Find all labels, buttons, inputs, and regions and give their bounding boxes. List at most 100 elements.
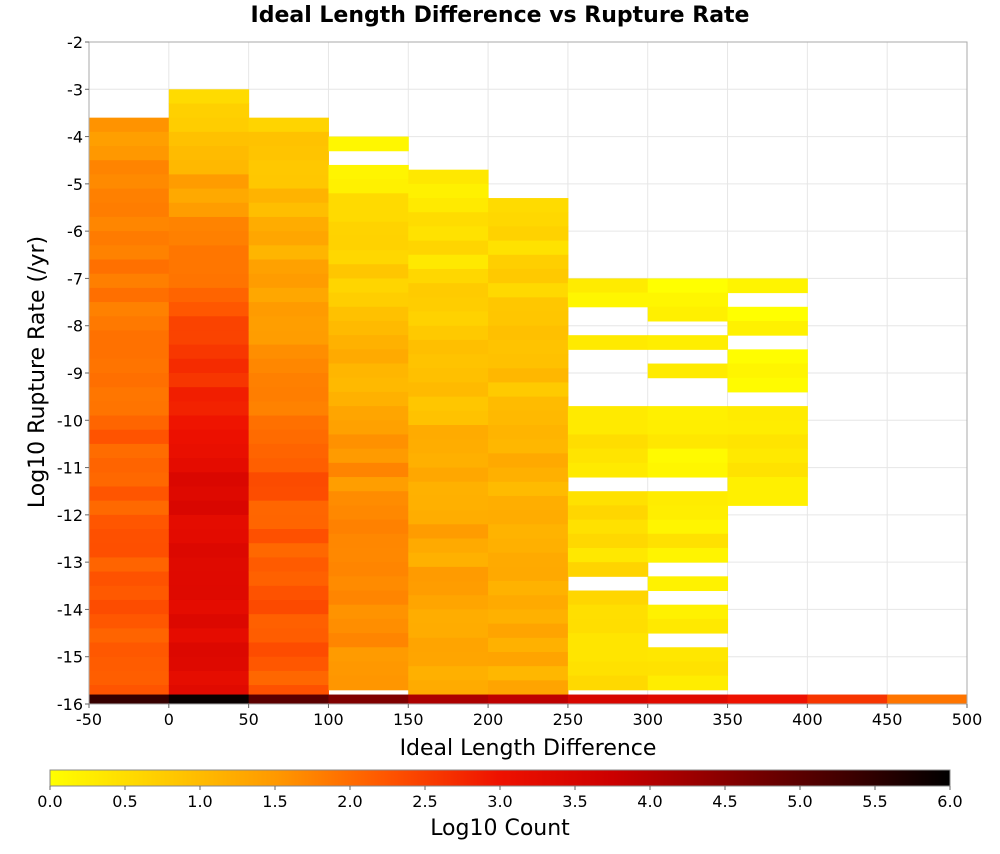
heatmap-cell <box>408 254 489 270</box>
x-tick-label: 0 <box>164 710 174 729</box>
heatmap-cell <box>647 462 729 478</box>
heatmap-cell <box>408 368 489 383</box>
heatmap-cell <box>328 306 409 322</box>
heatmap-cell <box>488 609 569 625</box>
heatmap-cell <box>488 566 569 582</box>
heatmap-cell <box>408 524 489 539</box>
heatmap-cell <box>248 642 329 658</box>
heatmap-cell <box>488 637 569 653</box>
heatmap-cell <box>89 174 170 190</box>
heatmap-cell <box>89 571 170 587</box>
heatmap-cell <box>328 604 409 620</box>
heatmap-cell <box>248 614 329 629</box>
heatmap-cell <box>328 448 409 464</box>
heatmap-cell <box>328 179 409 194</box>
x-axis-label: Ideal Length Difference <box>400 736 657 761</box>
heatmap-cell <box>168 89 250 104</box>
heatmap-cell <box>488 297 569 313</box>
heatmap-cell <box>89 188 170 204</box>
heatmap-cell <box>248 543 329 558</box>
heatmap-cell <box>89 614 170 629</box>
heatmap-cell <box>647 406 729 421</box>
heatmap-cell <box>567 491 649 506</box>
heatmap-cell <box>408 510 489 525</box>
y-tick-label: -11 <box>57 459 83 478</box>
heatmap-cell <box>328 377 409 393</box>
heatmap-cell <box>248 585 329 601</box>
heatmap-cell <box>168 316 250 331</box>
x-axis-ticks: -50 0 50 100 150 200 250 300 350 400 450 500 <box>76 704 982 729</box>
heatmap-cell <box>89 259 170 275</box>
heatmap-cell <box>567 448 649 464</box>
heatmap-cell <box>647 694 729 704</box>
heatmap-cell <box>168 529 250 544</box>
heatmap-cell <box>328 221 409 237</box>
y-tick-label: -15 <box>57 648 83 667</box>
heatmap-cell <box>408 552 489 568</box>
heatmap-cell <box>488 439 569 454</box>
heatmap-cell <box>328 235 409 251</box>
y-tick-label: -6 <box>67 222 83 241</box>
heatmap-cell <box>727 306 808 322</box>
y-tick-label: -7 <box>67 269 83 288</box>
heatmap-cell <box>89 202 170 218</box>
heatmap-cell <box>89 458 170 473</box>
heatmap-cell <box>328 250 409 265</box>
heatmap-cell <box>89 245 170 261</box>
heatmap-cell <box>168 642 250 658</box>
heatmap-cell <box>408 623 489 639</box>
heatmap-cell <box>248 486 329 502</box>
heatmap-cell <box>488 510 569 525</box>
heatmap-cell <box>727 320 808 336</box>
heatmap-cell <box>567 604 649 620</box>
heatmap-cell <box>168 514 250 530</box>
heatmap-cell <box>248 670 329 686</box>
heatmap-cell <box>408 311 489 327</box>
x-tick-label: 450 <box>872 710 903 729</box>
heatmap-cell <box>248 273 329 289</box>
heatmap-cell <box>168 259 250 275</box>
heatmap-cell <box>408 538 489 554</box>
heatmap-cell <box>168 571 250 587</box>
heatmap-cell <box>647 576 729 592</box>
heatmap-cell <box>168 216 250 232</box>
colorbar-tick-label: 5.5 <box>862 792 887 811</box>
heatmap-cell <box>567 292 649 308</box>
heatmap-cell <box>89 543 170 558</box>
heatmap-cell <box>647 434 729 450</box>
heatmap-cell <box>328 675 409 691</box>
heatmap-cell <box>408 467 489 483</box>
heatmap-cell <box>168 614 250 629</box>
heatmap-cell <box>488 666 569 681</box>
heatmap-cell <box>488 453 569 469</box>
heatmap-cell <box>488 467 569 483</box>
x-tick-label: 250 <box>553 710 584 729</box>
heatmap-cell <box>488 198 569 213</box>
heatmap-cell <box>168 103 250 119</box>
heatmap-cell <box>168 387 250 402</box>
heatmap-cell <box>89 316 170 331</box>
heatmap-cell <box>408 198 489 213</box>
heatmap-cell <box>89 216 170 232</box>
heatmap-cell <box>408 581 489 596</box>
heatmap-cell <box>647 547 729 563</box>
heatmap-cell <box>408 212 489 227</box>
heatmap-cell <box>727 491 808 506</box>
heatmap-cell <box>647 448 729 464</box>
heatmap-cell <box>647 306 729 322</box>
heatmap-cell <box>488 651 569 667</box>
heatmap-cell <box>328 363 409 379</box>
heatmap-cell <box>727 278 808 294</box>
heatmap-cell <box>89 373 170 388</box>
colorbar-tick-label: 4.5 <box>712 792 737 811</box>
heatmap-cell <box>408 169 489 185</box>
heatmap-cell <box>488 623 569 639</box>
heatmap-cell <box>408 240 489 256</box>
heatmap-cell <box>248 500 329 516</box>
heatmap-cell <box>408 453 489 469</box>
heatmap-cell <box>168 188 250 204</box>
heatmap-cell <box>89 443 170 459</box>
heatmap-cell <box>89 401 170 417</box>
heatmap-cell <box>328 590 409 606</box>
heatmap-cell <box>647 491 729 506</box>
